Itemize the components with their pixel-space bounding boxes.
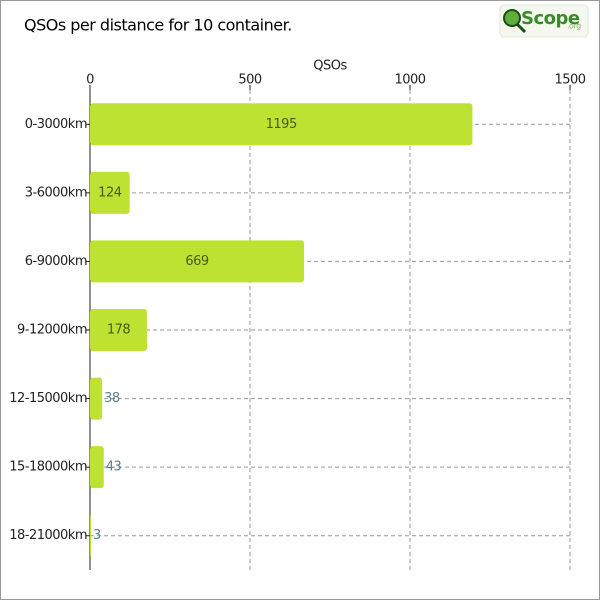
logo-text: Scope [521, 8, 580, 29]
value-label: 43 [106, 460, 122, 475]
value-label: 3 [93, 528, 101, 543]
logo-lens [503, 9, 521, 27]
bar [90, 103, 473, 146]
y-tick-label: 15-18000km [9, 460, 87, 475]
bar [90, 240, 305, 283]
bar [90, 514, 91, 557]
y-tick-label: 0-3000km [25, 117, 87, 132]
chart-title: QSOs per distance for 10 container. [24, 16, 292, 35]
value-label: 178 [107, 323, 131, 338]
logo-suffix: .org [567, 22, 581, 31]
x-tick-label: 1000 [394, 73, 425, 88]
x-axis-title: QSOs [313, 59, 347, 74]
x-tick-label: 1500 [554, 73, 585, 88]
y-tick-label: 12-15000km [9, 391, 87, 406]
x-tick-label: 500 [238, 73, 262, 88]
x-tick-label: 0 [86, 73, 94, 88]
bar [90, 446, 104, 489]
y-tick-label: 6-9000km [25, 254, 87, 269]
y-tick-label: 3-6000km [25, 185, 87, 200]
value-label: 1195 [266, 117, 297, 132]
value-label: 38 [104, 391, 120, 406]
value-label: 124 [98, 185, 122, 200]
y-tick-label: 9-12000km [17, 323, 87, 338]
logo: Scope .org [499, 4, 589, 38]
bar [90, 377, 103, 420]
y-tick-label: 18-21000km [9, 528, 87, 543]
bar [90, 171, 130, 214]
logo-handle [515, 22, 527, 34]
bar [90, 309, 147, 351]
value-label: 669 [185, 254, 209, 269]
